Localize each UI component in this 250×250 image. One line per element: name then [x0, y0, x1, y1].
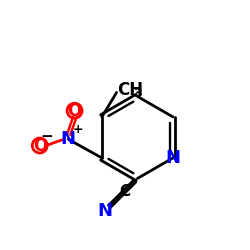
- Text: O: O: [68, 102, 82, 120]
- Text: N: N: [166, 149, 180, 167]
- Text: C: C: [119, 184, 130, 198]
- Text: −: −: [41, 129, 54, 144]
- Text: N: N: [97, 202, 112, 220]
- Text: +: +: [72, 123, 83, 136]
- Text: N: N: [61, 130, 76, 148]
- Text: 3: 3: [133, 87, 141, 100]
- Text: O: O: [33, 136, 47, 154]
- Text: CH: CH: [117, 81, 144, 99]
